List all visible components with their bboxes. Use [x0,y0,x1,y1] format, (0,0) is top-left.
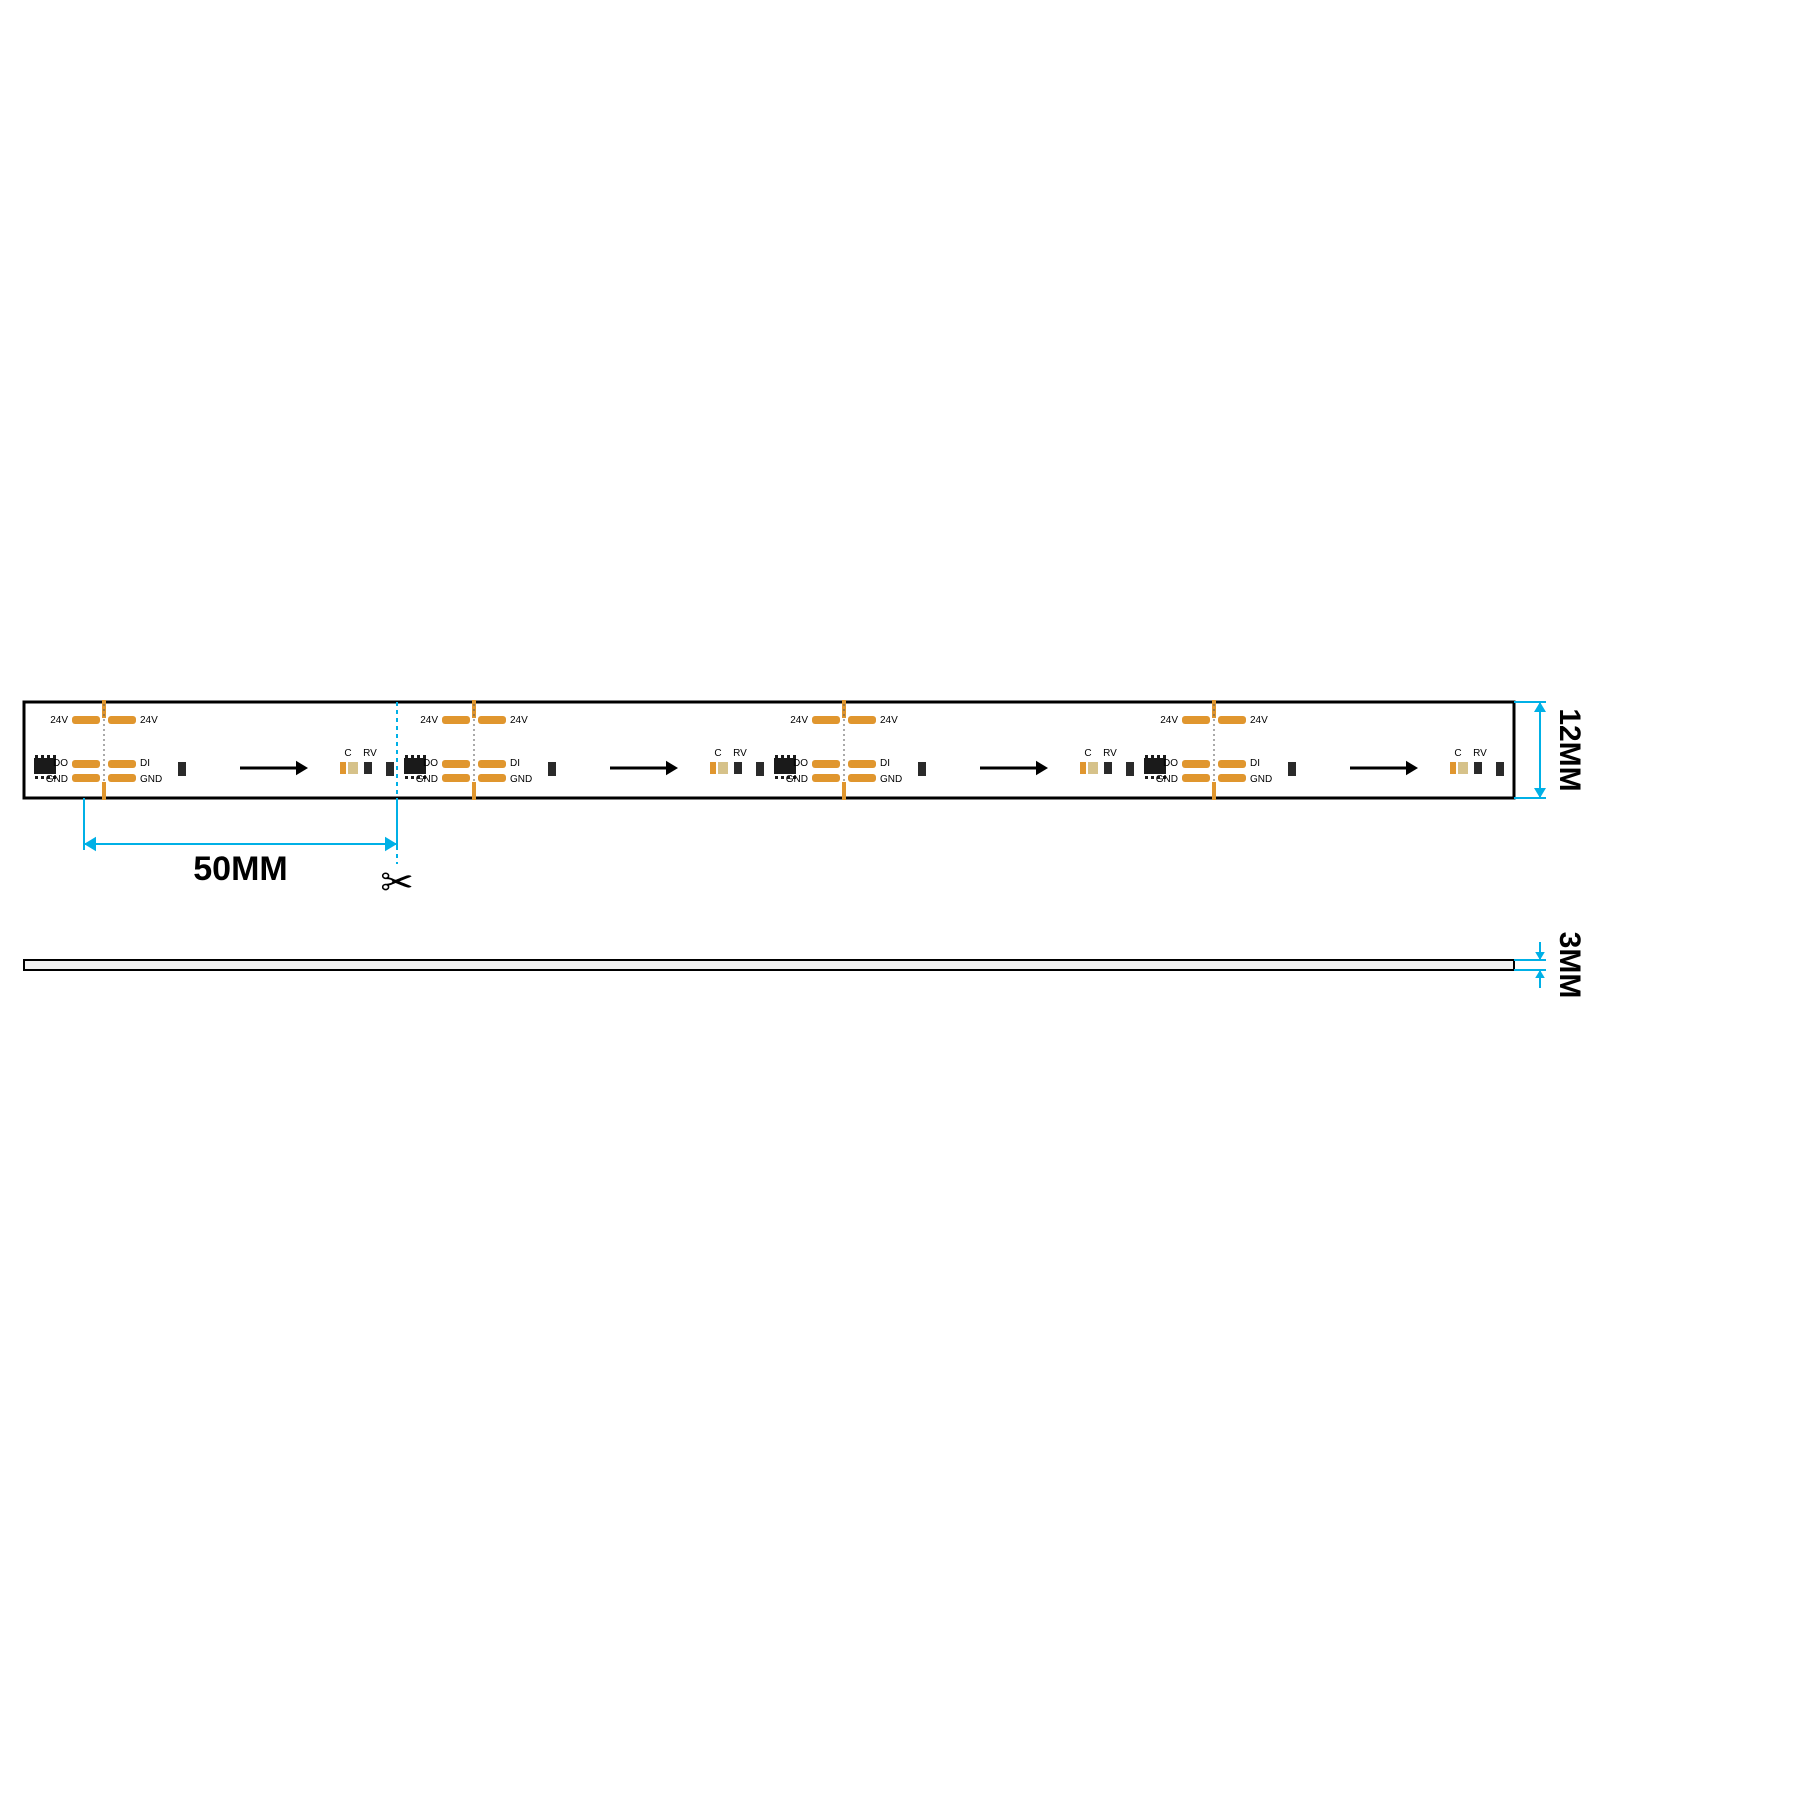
led-strip-side-view [24,960,1514,970]
dimension-label-50mm: 50MM [193,850,287,888]
dimension-label-12mm: 12MM [1553,708,1586,791]
svg-text:RV: RV [363,748,377,759]
svg-text:RV: RV [733,748,747,759]
svg-text:GND: GND [510,774,532,785]
svg-text:GND: GND [140,774,162,785]
svg-text:C: C [344,748,351,759]
svg-text:GND: GND [786,774,808,785]
svg-text:DI: DI [1250,758,1260,769]
svg-text:DO: DO [53,758,68,769]
svg-text:C: C [1084,748,1091,759]
svg-text:GND: GND [1156,774,1178,785]
svg-text:DI: DI [510,758,520,769]
svg-text:24V: 24V [140,715,158,726]
svg-text:DI: DI [880,758,890,769]
led-strip-top-view [24,702,1514,798]
svg-text:24V: 24V [1250,715,1268,726]
svg-text:24V: 24V [510,715,528,726]
svg-text:24V: 24V [790,715,808,726]
svg-text:24V: 24V [420,715,438,726]
svg-text:24V: 24V [1160,715,1178,726]
svg-text:DI: DI [140,758,150,769]
svg-text:DO: DO [793,758,808,769]
svg-text:24V: 24V [880,715,898,726]
svg-text:GND: GND [1250,774,1272,785]
svg-text:GND: GND [416,774,438,785]
svg-text:DO: DO [1163,758,1178,769]
svg-text:GND: GND [880,774,902,785]
svg-text:RV: RV [1103,748,1117,759]
canvas-bg [0,0,1800,1800]
svg-text:DO: DO [423,758,438,769]
svg-text:C: C [714,748,721,759]
svg-text:24V: 24V [50,715,68,726]
svg-text:GND: GND [46,774,68,785]
dimension-label-3mm: 3MM [1553,932,1586,999]
scissors-icon: ✂ [380,861,414,905]
svg-text:C: C [1454,748,1461,759]
svg-text:RV: RV [1473,748,1487,759]
